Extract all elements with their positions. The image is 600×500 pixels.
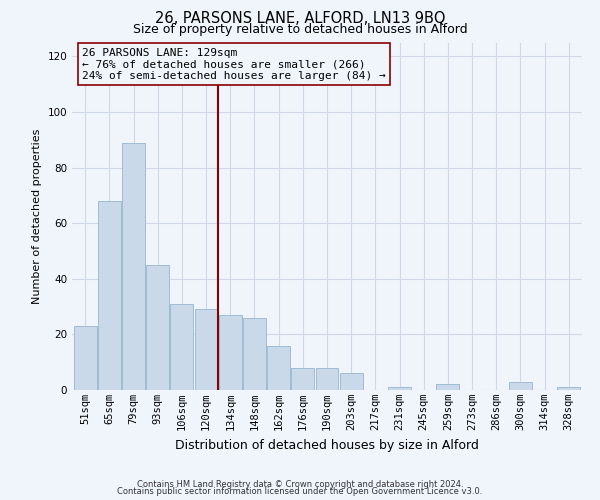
X-axis label: Distribution of detached houses by size in Alford: Distribution of detached houses by size …: [175, 438, 479, 452]
Text: Contains public sector information licensed under the Open Government Licence v3: Contains public sector information licen…: [118, 487, 482, 496]
Bar: [557, 387, 580, 390]
Text: Size of property relative to detached houses in Alford: Size of property relative to detached ho…: [133, 22, 467, 36]
Bar: [316, 368, 338, 390]
Bar: [388, 387, 411, 390]
Text: 26 PARSONS LANE: 129sqm
← 76% of detached houses are smaller (266)
24% of semi-d: 26 PARSONS LANE: 129sqm ← 76% of detache…: [82, 48, 386, 81]
Text: Contains HM Land Registry data © Crown copyright and database right 2024.: Contains HM Land Registry data © Crown c…: [137, 480, 463, 489]
Bar: [340, 374, 362, 390]
Bar: [243, 318, 266, 390]
Bar: [194, 310, 218, 390]
Bar: [146, 265, 169, 390]
Bar: [436, 384, 460, 390]
Y-axis label: Number of detached properties: Number of detached properties: [32, 128, 42, 304]
Bar: [509, 382, 532, 390]
Text: 26, PARSONS LANE, ALFORD, LN13 9BQ: 26, PARSONS LANE, ALFORD, LN13 9BQ: [155, 11, 445, 26]
Bar: [74, 326, 97, 390]
Bar: [98, 201, 121, 390]
Bar: [219, 315, 242, 390]
Bar: [122, 142, 145, 390]
Bar: [292, 368, 314, 390]
Bar: [267, 346, 290, 390]
Bar: [170, 304, 193, 390]
